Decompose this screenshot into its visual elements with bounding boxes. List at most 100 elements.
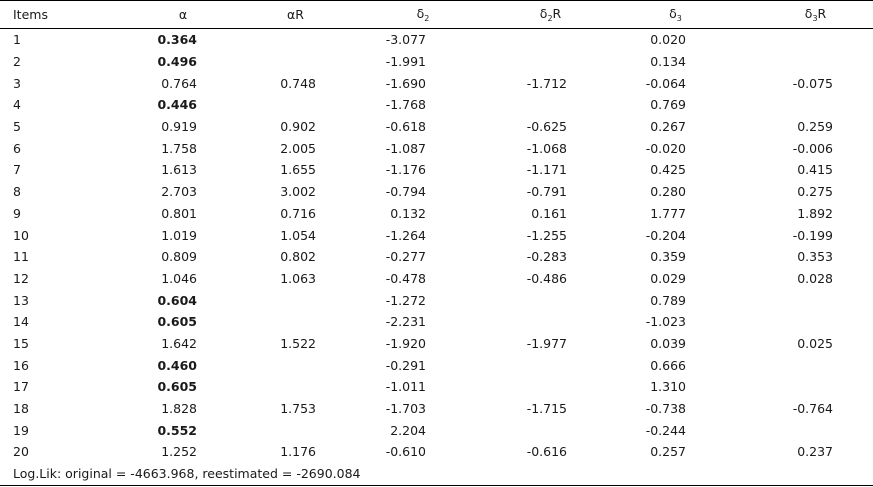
- delta2-r-cell: -0.616: [526, 444, 567, 460]
- delta2-cell: -0.610: [385, 444, 426, 460]
- delta2-cell: -1.768: [385, 97, 426, 113]
- table-row: 12 1.046 1.063 -0.478 -0.486 0.029 0.028: [0, 268, 873, 290]
- item-cell: 13: [13, 292, 29, 308]
- header-symbol: δ: [416, 6, 425, 21]
- alpha-r-cell: 0.802: [280, 249, 316, 265]
- alpha-r-cell: 3.002: [280, 184, 316, 200]
- delta2-r-cell: [468, 289, 593, 311]
- header-subscript: 2: [424, 14, 430, 23]
- table-row: 1 0.364 -3.077 0.020: [0, 29, 873, 51]
- delta2-cell: -0.618: [385, 119, 426, 135]
- alpha-cell: 1.252: [161, 444, 197, 460]
- table-row: 13 0.604 -1.272 0.789: [0, 289, 873, 311]
- alpha-r-cell: 1.054: [280, 227, 316, 243]
- alpha-cell: 0.446: [157, 97, 197, 113]
- alpha-cell: 1.019: [161, 227, 197, 243]
- delta3-cell: 0.029: [650, 270, 686, 286]
- header-suffix: R: [817, 6, 827, 21]
- delta3-r-cell: 0.025: [797, 335, 833, 351]
- table-row: 16 0.460 -0.291 0.666: [0, 354, 873, 376]
- delta2-r-cell: -0.486: [526, 270, 567, 286]
- delta3-cell: -0.244: [645, 422, 686, 438]
- delta3-cell: 1.777: [650, 205, 686, 221]
- header-delta3-r: δ3R: [718, 1, 873, 29]
- delta2-cell: -0.277: [385, 249, 426, 265]
- header-suffix: R: [295, 7, 304, 22]
- alpha-cell: 0.460: [157, 357, 197, 373]
- alpha-r-cell: 2.005: [280, 140, 316, 156]
- delta2-cell: -0.478: [385, 270, 426, 286]
- table-row: 14 0.605 -2.231 -1.023: [0, 311, 873, 333]
- log-likelihood-note: Log.Lik: original = -4663.968, reestimat…: [13, 466, 361, 482]
- table-row: 3 0.764 0.748 -1.690 -1.712 -0.064 -0.075: [0, 72, 873, 94]
- alpha-r-cell: 1.063: [280, 270, 316, 286]
- delta3-r-cell: -0.199: [792, 227, 833, 243]
- header-subscript: 2: [547, 14, 553, 23]
- table-row: 18 1.828 1.753 -1.703 -1.715 -0.738 -0.764: [0, 398, 873, 420]
- item-cell: 19: [13, 422, 29, 438]
- alpha-r-cell: [213, 376, 338, 398]
- delta3-cell: 0.267: [650, 119, 686, 135]
- alpha-cell: 1.828: [161, 401, 197, 417]
- alpha-cell: 1.046: [161, 270, 197, 286]
- alpha-cell: 0.364: [157, 32, 197, 48]
- alpha-cell: 0.801: [161, 205, 197, 221]
- header-symbol: Items: [13, 7, 48, 22]
- item-cell: 6: [13, 140, 21, 156]
- item-cell: 5: [13, 119, 21, 135]
- delta3-cell: -0.204: [645, 227, 686, 243]
- delta2-cell: -1.264: [385, 227, 426, 243]
- alpha-r-cell: 1.753: [280, 401, 316, 417]
- header-items: Items: [0, 1, 113, 29]
- delta3-r-cell: -0.006: [792, 140, 833, 156]
- alpha-cell: 0.605: [157, 314, 197, 330]
- delta2-r-cell: 0.161: [531, 205, 567, 221]
- item-cell: 9: [13, 205, 21, 221]
- table-row: 8 2.703 3.002 -0.794 -0.791 0.280 0.275: [0, 181, 873, 203]
- table-row: 20 1.252 1.176 -0.610 -0.616 0.257 0.237: [0, 441, 873, 463]
- delta2-r-cell: [468, 51, 593, 73]
- delta3-r-cell: [718, 419, 873, 441]
- delta3-r-cell: [718, 311, 873, 333]
- delta2-r-cell: [468, 29, 593, 51]
- table-row: 2 0.496 -1.991 0.134: [0, 51, 873, 73]
- delta2-r-cell: -1.255: [526, 227, 567, 243]
- alpha-cell: 1.642: [161, 335, 197, 351]
- alpha-r-cell: 0.902: [280, 119, 316, 135]
- delta3-cell: -1.023: [645, 314, 686, 330]
- alpha-r-cell: [213, 354, 338, 376]
- delta2-cell: -1.272: [385, 292, 426, 308]
- delta3-cell: 0.789: [650, 292, 686, 308]
- delta2-cell: -0.794: [385, 184, 426, 200]
- delta3-cell: 0.257: [650, 444, 686, 460]
- delta2-r-cell: -1.171: [526, 162, 567, 178]
- item-cell: 10: [13, 227, 29, 243]
- table-row: 15 1.642 1.522 -1.920 -1.977 0.039 0.025: [0, 333, 873, 355]
- delta3-r-cell: -0.075: [792, 75, 833, 91]
- delta3-cell: 0.769: [650, 97, 686, 113]
- alpha-cell: 1.758: [161, 140, 197, 156]
- table-row: 19 0.552 2.204 -0.244: [0, 419, 873, 441]
- delta2-r-cell: [468, 419, 593, 441]
- alpha-r-cell: [213, 29, 338, 51]
- footer-row: Log.Lik: original = -4663.968, reestimat…: [0, 463, 873, 486]
- delta2-cell: -3.077: [385, 32, 426, 48]
- delta3-r-cell: [718, 289, 873, 311]
- header-symbol: α: [178, 7, 188, 22]
- table-row: 7 1.613 1.655 -1.176 -1.171 0.425 0.415: [0, 159, 873, 181]
- delta2-r-cell: -1.712: [526, 75, 567, 91]
- delta2-r-cell: [468, 94, 593, 116]
- item-cell: 1: [13, 32, 21, 48]
- delta3-cell: 1.310: [650, 379, 686, 395]
- table-row: 17 0.605 -1.011 1.310: [0, 376, 873, 398]
- item-cell: 14: [13, 314, 29, 330]
- delta3-r-cell: -0.764: [792, 401, 833, 417]
- delta2-r-cell: -1.715: [526, 401, 567, 417]
- item-cell: 11: [13, 249, 29, 265]
- item-cell: 3: [13, 75, 21, 91]
- alpha-cell: 0.605: [157, 379, 197, 395]
- delta2-r-cell: [468, 311, 593, 333]
- table-row: 4 0.446 -1.768 0.769: [0, 94, 873, 116]
